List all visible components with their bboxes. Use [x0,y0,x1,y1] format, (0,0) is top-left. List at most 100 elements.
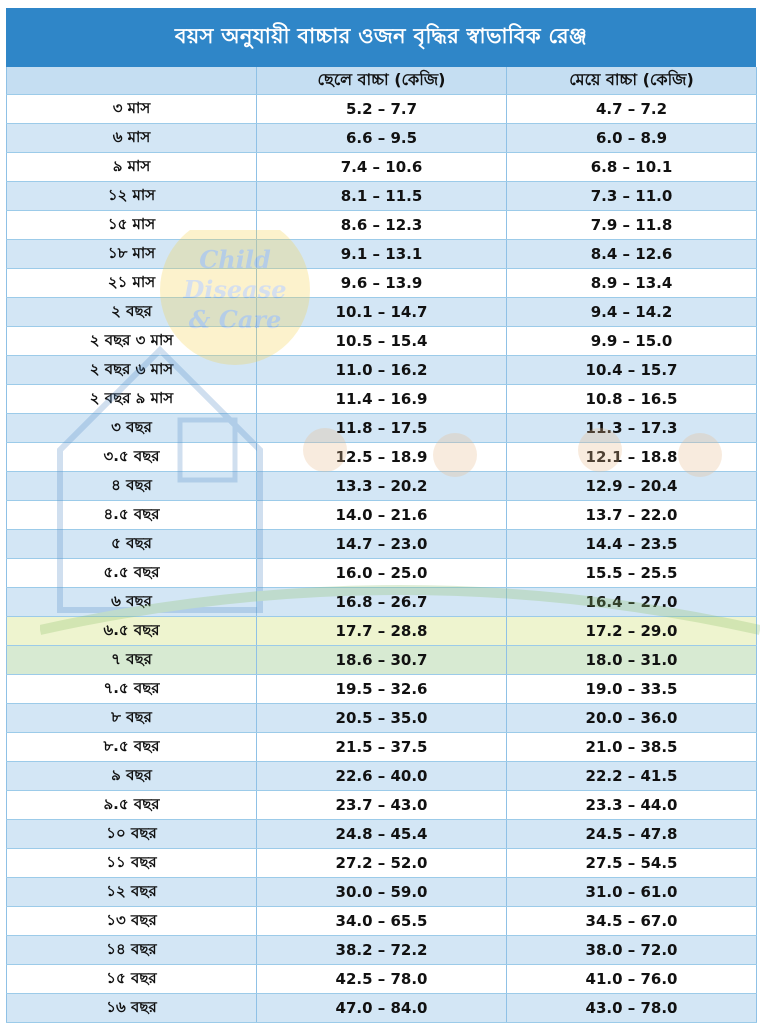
girl-weight-cell: 31.0 – 61.0 [506,877,757,907]
boy-weight-cell: 11.4 – 16.9 [256,384,507,414]
age-cell: ২ বছর ৩ মাস [6,326,257,356]
girl-weight-cell: 7.9 – 11.8 [506,210,757,240]
girl-weight-cell: 11.3 – 17.3 [506,413,757,443]
table-row: ২ বছর ৬ মাস 11.0 – 16.2 10.4 – 15.7 [6,355,757,385]
age-cell: ৮.৫ বছর [6,732,257,762]
girl-weight-cell: 22.2 – 41.5 [506,761,757,791]
boy-weight-cell: 13.3 – 20.2 [256,471,507,501]
girl-weight-cell: 20.0 – 36.0 [506,703,757,733]
table-row: ৭.৫ বছর 19.5 – 32.6 19.0 – 33.5 [6,674,757,704]
age-cell: ১৩ বছর [6,906,257,936]
table-row: ২১ মাস 9.6 – 13.9 8.9 – 13.4 [6,268,757,298]
boy-weight-cell: 18.6 – 30.7 [256,645,507,675]
age-cell: ১৪ বছর [6,935,257,965]
table-row: ৫ বছর 14.7 – 23.0 14.4 – 23.5 [6,529,757,559]
age-cell: ৭ বছর [6,645,257,675]
boy-weight-cell: 16.0 – 25.0 [256,558,507,588]
girl-weight-cell: 10.8 – 16.5 [506,384,757,414]
boy-weight-cell: 11.0 – 16.2 [256,355,507,385]
boy-weight-cell: 10.1 – 14.7 [256,297,507,327]
table-row: ৩ মাস 5.2 – 7.7 4.7 – 7.2 [6,94,757,124]
table-row: ৮.৫ বছর 21.5 – 37.5 21.0 – 38.5 [6,732,757,762]
boy-weight-cell: 14.0 – 21.6 [256,500,507,530]
boy-weight-cell: 6.6 – 9.5 [256,123,507,153]
table-row: ৬.৫ বছর 17.7 – 28.8 17.2 – 29.0 [6,616,757,646]
boy-weight-cell: 19.5 – 32.6 [256,674,507,704]
age-cell: ১৮ মাস [6,239,257,269]
age-cell: ১৫ মাস [6,210,257,240]
table-row: ২ বছর ৯ মাস 11.4 – 16.9 10.8 – 16.5 [6,384,757,414]
age-cell: ২ বছর [6,297,257,327]
table-row: ৪ বছর 13.3 – 20.2 12.9 – 20.4 [6,471,757,501]
table-row: ১৫ বছর 42.5 – 78.0 41.0 – 76.0 [6,964,757,994]
girl-weight-cell: 9.9 – 15.0 [506,326,757,356]
table-row: ১২ বছর 30.0 – 59.0 31.0 – 61.0 [6,877,757,907]
table-row: ১২ মাস 8.1 – 11.5 7.3 – 11.0 [6,181,757,211]
age-cell: ৯ বছর [6,761,257,791]
age-cell: ৫.৫ বছর [6,558,257,588]
table-row: ৬ বছর 16.8 – 26.7 16.4 – 27.0 [6,587,757,617]
table-row: ৩.৫ বছর 12.5 – 18.9 12.1 – 18.8 [6,442,757,472]
girl-weight-cell: 12.1 – 18.8 [506,442,757,472]
table-row: ৩ বছর 11.8 – 17.5 11.3 – 17.3 [6,413,757,443]
girl-weight-cell: 34.5 – 67.0 [506,906,757,936]
table-row: ১১ বছর 27.2 – 52.0 27.5 – 54.5 [6,848,757,878]
girl-weight-cell: 38.0 – 72.0 [506,935,757,965]
age-cell: ৬ বছর [6,587,257,617]
age-cell: ১১ বছর [6,848,257,878]
boy-weight-cell: 8.6 – 12.3 [256,210,507,240]
boy-weight-cell: 7.4 – 10.6 [256,152,507,182]
age-cell: ১২ বছর [6,877,257,907]
table-row: ১৪ বছর 38.2 – 72.2 38.0 – 72.0 [6,935,757,965]
boy-weight-cell: 23.7 – 43.0 [256,790,507,820]
table-row: ৯ বছর 22.6 – 40.0 22.2 – 41.5 [6,761,757,791]
age-cell: ১০ বছর [6,819,257,849]
boy-weight-cell: 42.5 – 78.0 [256,964,507,994]
age-cell: ৭.৫ বছর [6,674,257,704]
age-cell: ৩.৫ বছর [6,442,257,472]
girl-weight-cell: 21.0 – 38.5 [506,732,757,762]
girl-weight-cell: 6.0 – 8.9 [506,123,757,153]
girl-weight-cell: 23.3 – 44.0 [506,790,757,820]
boy-weight-cell: 10.5 – 15.4 [256,326,507,356]
table-row: ৫.৫ বছর 16.0 – 25.0 15.5 – 25.5 [6,558,757,588]
age-cell: ৬.৫ বছর [6,616,257,646]
table-row: ৯ মাস 7.4 – 10.6 6.8 – 10.1 [6,152,757,182]
table-row: ৪.৫ বছর 14.0 – 21.6 13.7 – 22.0 [6,500,757,530]
table-row: ৮ বছর 20.5 – 35.0 20.0 – 36.0 [6,703,757,733]
boy-weight-cell: 47.0 – 84.0 [256,993,507,1023]
table-row: ১৮ মাস 9.1 – 13.1 8.4 – 12.6 [6,239,757,269]
age-cell: ৪ বছর [6,471,257,501]
table-row: ১৩ বছর 34.0 – 65.5 34.5 – 67.0 [6,906,757,936]
girl-weight-cell: 10.4 – 15.7 [506,355,757,385]
girl-weight-cell: 43.0 – 78.0 [506,993,757,1023]
age-cell: ৫ বছর [6,529,257,559]
girl-weight-cell: 15.5 – 25.5 [506,558,757,588]
girl-weight-cell: 12.9 – 20.4 [506,471,757,501]
age-cell: ৯.৫ বছর [6,790,257,820]
page-title: বয়স অনুযায়ী বাচ্চার ওজন বৃদ্ধির স্বাভা… [6,8,756,67]
header-girl: মেয়ে বাচ্চা (কেজি) [506,67,757,95]
boy-weight-cell: 5.2 – 7.7 [256,94,507,124]
girl-weight-cell: 8.9 – 13.4 [506,268,757,298]
table-header-row: ছেলে বাচ্চা (কেজি) মেয়ে বাচ্চা (কেজি) [6,67,757,95]
girl-weight-cell: 7.3 – 11.0 [506,181,757,211]
girl-weight-cell: 6.8 – 10.1 [506,152,757,182]
table-row: ২ বছর ৩ মাস 10.5 – 15.4 9.9 – 15.0 [6,326,757,356]
age-cell: ১২ মাস [6,181,257,211]
header-age [6,67,257,95]
age-cell: ৪.৫ বছর [6,500,257,530]
girl-weight-cell: 9.4 – 14.2 [506,297,757,327]
table-row: ১৫ মাস 8.6 – 12.3 7.9 – 11.8 [6,210,757,240]
weight-range-table: ছেলে বাচ্চা (কেজি) মেয়ে বাচ্চা (কেজি) ৩… [6,67,757,1023]
age-cell: ২ বছর ৯ মাস [6,384,257,414]
girl-weight-cell: 24.5 – 47.8 [506,819,757,849]
boy-weight-cell: 30.0 – 59.0 [256,877,507,907]
girl-weight-cell: 4.7 – 7.2 [506,94,757,124]
age-cell: ৩ মাস [6,94,257,124]
age-cell: ৮ বছর [6,703,257,733]
age-cell: ১৬ বছর [6,993,257,1023]
boy-weight-cell: 27.2 – 52.0 [256,848,507,878]
boy-weight-cell: 34.0 – 65.5 [256,906,507,936]
girl-weight-cell: 16.4 – 27.0 [506,587,757,617]
